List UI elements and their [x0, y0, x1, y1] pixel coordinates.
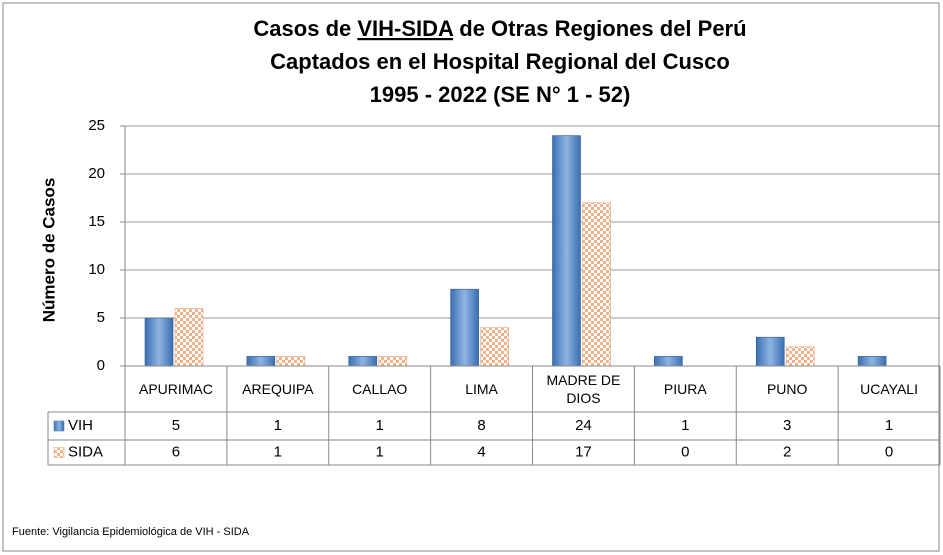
x-category-cell: CALLAO [352, 381, 408, 397]
x-category-cell: PIURA [663, 381, 707, 397]
y-tick-label: 5 [97, 309, 105, 326]
y-tick-label: 0 [97, 357, 105, 374]
x-tick-label: APURIMAC [138, 381, 213, 397]
chart-title: Casos de VIH-SIDA de Otras Regiones del … [253, 16, 746, 41]
table-value: 0 [681, 443, 689, 460]
x-tick-label: PIURA [663, 381, 707, 397]
x-category-cell: PUNO [766, 381, 808, 397]
legend-key [53, 447, 65, 458]
bar [480, 327, 509, 367]
x-category-cell: UCAYALI [860, 381, 918, 397]
table-value: 1 [376, 443, 384, 460]
x-category-cell: AREQUIPA [242, 381, 314, 397]
legend-label: VIH [68, 417, 93, 434]
chart-title: 1995 - 2022 (SE N° 1 - 52) [370, 82, 631, 107]
table-value: 0 [885, 443, 893, 460]
bar [450, 288, 479, 367]
x-tick-label: CALLAO [352, 381, 408, 397]
bar [552, 135, 581, 367]
bar [174, 308, 204, 367]
title-part: de Otras Regiones del Perú [459, 16, 746, 41]
table-value: 1 [885, 417, 893, 434]
bar [378, 356, 408, 367]
title-part: Casos de [253, 16, 351, 41]
chart-title: Captados en el Hospital Regional del Cus… [270, 49, 730, 74]
y-tick-label: 15 [88, 213, 105, 230]
bar [857, 356, 887, 367]
x-category-cell: LIMA [465, 381, 498, 397]
y-tick-label: 20 [88, 165, 105, 182]
table-value: 6 [172, 443, 180, 460]
legend-key [53, 420, 65, 432]
x-category-cell: APURIMAC [138, 381, 213, 397]
y-tick-label: 25 [88, 117, 105, 134]
bar [582, 202, 611, 367]
table-value: 5 [172, 417, 180, 434]
y-tick-label: 10 [88, 261, 105, 278]
source-note: Fuente: Vigilancia Epidemiológica de VIH… [12, 526, 250, 538]
bar [144, 317, 174, 367]
x-tick-label: MADRE DE DIOS [546, 372, 621, 406]
bar [654, 356, 683, 367]
x-tick-label: PUNO [766, 381, 808, 397]
bar [246, 356, 276, 367]
table-value: 8 [477, 417, 485, 434]
x-tick-label: LIMA [465, 381, 498, 397]
table-value: 1 [376, 417, 384, 434]
title-part: VIH-SIDA [357, 16, 454, 41]
table-value: 4 [477, 443, 485, 460]
legend-label: SIDA [68, 443, 103, 460]
table-value: 1 [274, 417, 282, 434]
x-tick-label: UCAYALI [860, 381, 918, 397]
bar [785, 346, 815, 367]
bar [348, 356, 378, 367]
bar [276, 356, 306, 367]
table-value: 3 [783, 417, 791, 434]
y-axis-label: Número de Casos [39, 178, 58, 323]
x-category-cell: MADRE DE DIOS [546, 372, 621, 406]
table-value: 17 [575, 443, 592, 460]
table-value: 24 [575, 417, 592, 434]
x-tick-label: AREQUIPA [242, 381, 314, 397]
table-value: 2 [783, 443, 791, 460]
table-value: 1 [681, 417, 689, 434]
table-value: 1 [274, 443, 282, 460]
bar [755, 336, 785, 367]
